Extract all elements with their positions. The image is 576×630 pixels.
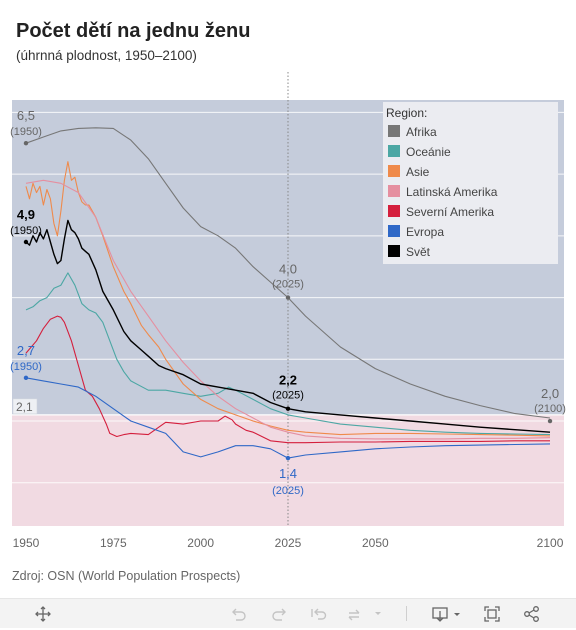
replacement-level-box xyxy=(12,398,38,415)
undo-icon[interactable] xyxy=(228,604,248,624)
x-tick-label-2100: 2100 xyxy=(537,536,564,550)
annotation-year-evropa-2025: (2025) xyxy=(272,485,304,497)
source-note: Zdroj: OSN (World Population Prospects) xyxy=(12,569,241,583)
move-icon[interactable] xyxy=(33,604,53,624)
legend-swatch-0 xyxy=(388,125,400,137)
annotation-marker-afrika-2100 xyxy=(547,418,553,424)
annotation-year-evropa-1950: (1950) xyxy=(10,361,42,373)
redo-icon[interactable] xyxy=(270,604,290,624)
legend-box xyxy=(383,102,558,264)
x-tick-label-2000: 2000 xyxy=(187,536,214,550)
legend-swatch-4 xyxy=(388,205,400,217)
legend-label-6: Svět xyxy=(406,245,431,259)
series-line-latinská-amerika xyxy=(25,179,551,440)
annotation-marker-svět-2025 xyxy=(285,406,291,411)
legend-label-2: Asie xyxy=(406,165,430,179)
series-line-afrika xyxy=(25,127,551,419)
annotation-value-evropa-2025: 1,4 xyxy=(279,466,297,481)
fertility-line-chart: 2,1 1950 1975 2000 2025 2050 2100 6,5 (1950) 4,9 (… xyxy=(10,72,566,550)
refresh-icon[interactable] xyxy=(345,604,383,624)
legend-swatch-6 xyxy=(388,245,400,257)
annotation-year-svět-2025: (2025) xyxy=(272,390,304,402)
toolbar-divider xyxy=(406,606,407,621)
series-line-evropa xyxy=(25,377,551,459)
share-icon[interactable] xyxy=(522,604,542,624)
annotation-marker-evropa-2025 xyxy=(285,455,291,461)
annotation-year-afrika-2025: (2025) xyxy=(272,279,304,291)
annotation-marker-evropa-1950 xyxy=(23,375,29,381)
legend-label-0: Afrika xyxy=(406,125,437,139)
chart-title: Počet dětí na jednu ženu xyxy=(16,20,251,42)
legend-swatch-2 xyxy=(388,165,400,177)
annotation-value-afrika-2100: 2,0 xyxy=(541,386,559,401)
legend-label-3: Latinská Amerika xyxy=(406,185,498,199)
legend-label-4: Severní Amerika xyxy=(406,205,494,219)
legend-swatch-5 xyxy=(388,225,400,237)
annotation-year-afrika-1950: (1950) xyxy=(10,126,42,138)
legend-label-1: Oceánie xyxy=(406,145,451,159)
legend-swatch-3 xyxy=(388,185,400,197)
annotation-marker-svět-1950 xyxy=(23,239,29,245)
series-line-svět xyxy=(25,219,551,433)
annotation-value-svět-1950: 4,9 xyxy=(17,207,35,222)
x-tick-label-2025: 2025 xyxy=(275,536,302,550)
legend-label-5: Evropa xyxy=(406,225,444,239)
series-line-oceánie xyxy=(25,272,551,436)
annotation-value-evropa-1950: 2,7 xyxy=(17,343,35,358)
annotation-value-svět-2025: 2,2 xyxy=(279,373,297,388)
download-icon[interactable] xyxy=(430,604,464,624)
annotation-marker-afrika-2025 xyxy=(285,295,291,300)
annotation-value-afrika-1950: 6,5 xyxy=(17,108,35,123)
series-line-asie xyxy=(25,161,551,437)
series-line-severní-amerika xyxy=(25,315,550,444)
annotation-value-afrika-2025: 4,0 xyxy=(279,262,297,277)
legend-swatch-1 xyxy=(388,145,400,157)
legend-title: Region: xyxy=(386,106,427,120)
x-tick-label-2050: 2050 xyxy=(362,536,389,550)
x-tick-label-1950: 1950 xyxy=(13,536,40,550)
annotation-year-afrika-2100: (2100) xyxy=(534,403,566,415)
viz-toolbar xyxy=(0,598,576,628)
replacement-level-label: 2,1 xyxy=(16,400,33,414)
revert-icon[interactable] xyxy=(308,604,328,624)
chart-subtitle: (úhrnná plodnost, 1950–2100) xyxy=(16,48,197,63)
x-tick-label-1975: 1975 xyxy=(100,536,127,550)
annotation-year-svět-1950: (1950) xyxy=(10,225,42,237)
annotation-marker-afrika-1950 xyxy=(23,141,29,146)
fullscreen-icon[interactable] xyxy=(482,604,502,624)
